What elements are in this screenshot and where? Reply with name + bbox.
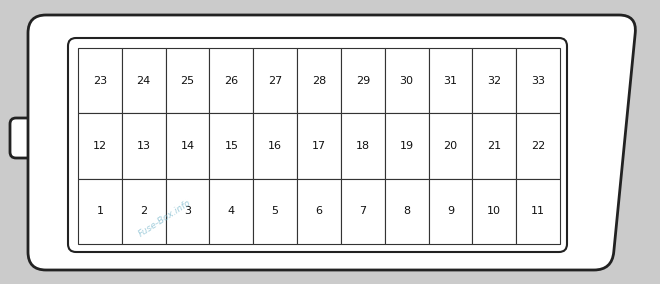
Text: 1: 1 — [96, 206, 104, 216]
Text: 22: 22 — [531, 141, 545, 151]
Bar — [516, 179, 560, 244]
Bar — [166, 48, 209, 113]
Text: 21: 21 — [487, 141, 502, 151]
Text: 14: 14 — [180, 141, 195, 151]
Bar — [385, 113, 428, 179]
Bar — [78, 179, 122, 244]
Bar — [209, 179, 253, 244]
Text: 19: 19 — [399, 141, 414, 151]
Text: 30: 30 — [400, 76, 414, 86]
Bar — [122, 179, 166, 244]
Bar — [122, 48, 166, 113]
Text: 12: 12 — [93, 141, 107, 151]
Bar — [297, 113, 341, 179]
PathPatch shape — [68, 38, 567, 252]
Text: 10: 10 — [487, 206, 502, 216]
Text: Fuse-Box.info: Fuse-Box.info — [137, 198, 193, 238]
Text: 4: 4 — [228, 206, 235, 216]
Text: 11: 11 — [531, 206, 545, 216]
Text: 32: 32 — [487, 76, 502, 86]
Text: 33: 33 — [531, 76, 545, 86]
Text: 15: 15 — [224, 141, 238, 151]
Text: 31: 31 — [444, 76, 457, 86]
Bar — [253, 179, 297, 244]
Text: 13: 13 — [137, 141, 150, 151]
Text: 5: 5 — [272, 206, 279, 216]
Text: 20: 20 — [444, 141, 457, 151]
Text: 16: 16 — [268, 141, 282, 151]
Bar — [166, 113, 209, 179]
Text: 28: 28 — [312, 76, 326, 86]
Bar — [385, 48, 428, 113]
Bar — [78, 48, 122, 113]
Bar — [297, 179, 341, 244]
Bar — [428, 113, 473, 179]
Bar — [253, 113, 297, 179]
Bar — [341, 179, 385, 244]
Bar — [78, 113, 122, 179]
Bar — [428, 48, 473, 113]
Bar — [122, 113, 166, 179]
Text: 2: 2 — [140, 206, 147, 216]
PathPatch shape — [28, 15, 636, 270]
PathPatch shape — [10, 118, 35, 158]
Text: 24: 24 — [137, 76, 151, 86]
Bar — [473, 179, 516, 244]
Bar — [385, 179, 428, 244]
Bar — [516, 48, 560, 113]
Text: 9: 9 — [447, 206, 454, 216]
Bar — [341, 113, 385, 179]
Text: 27: 27 — [268, 76, 282, 86]
Text: 18: 18 — [356, 141, 370, 151]
Bar — [516, 113, 560, 179]
Bar — [209, 48, 253, 113]
Text: 6: 6 — [315, 206, 323, 216]
Text: 8: 8 — [403, 206, 411, 216]
Bar — [166, 179, 209, 244]
Bar — [473, 113, 516, 179]
Text: 23: 23 — [93, 76, 107, 86]
Text: 26: 26 — [224, 76, 238, 86]
Text: 3: 3 — [184, 206, 191, 216]
Bar — [341, 48, 385, 113]
Bar — [428, 179, 473, 244]
Bar — [297, 48, 341, 113]
Bar — [253, 48, 297, 113]
Bar — [473, 48, 516, 113]
Text: 29: 29 — [356, 76, 370, 86]
Text: 17: 17 — [312, 141, 326, 151]
Text: 25: 25 — [180, 76, 195, 86]
Bar — [209, 113, 253, 179]
Text: 7: 7 — [359, 206, 366, 216]
